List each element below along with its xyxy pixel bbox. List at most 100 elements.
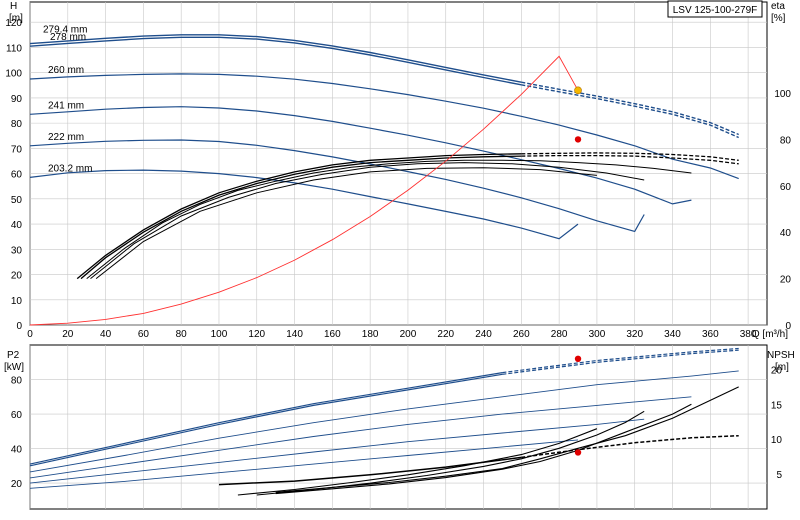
head-tick-label: 60: [11, 170, 23, 181]
eta-tick-label: 20: [780, 275, 792, 286]
efficiency-curve: [80, 155, 522, 280]
x-tick-label: 220: [437, 329, 454, 340]
head-curve-label: 278 mm: [50, 32, 86, 43]
system-curve: [29, 55, 579, 326]
x-tick-label: 140: [286, 329, 303, 340]
head-tick-label: 20: [11, 271, 23, 282]
power-npsh-panel: 20 40 60 80 5 10 15 20 P2[kW] NPSH[m]: [4, 344, 795, 510]
x-tick-label: 120: [248, 329, 265, 340]
model-label: LSV 125-100-279F: [673, 5, 758, 16]
x-tick-label: 40: [100, 329, 112, 340]
power-tick-label: 60: [11, 410, 23, 421]
power-curve: [29, 396, 692, 479]
eta-tick-label: 60: [780, 182, 792, 193]
pump-curve-panel: 0 20 40 60 80 100 120 140 160 180 200 220 240 260 280 3…: [5, 1, 791, 340]
model-label-box: LSV 125-100-279F: [667, 0, 763, 18]
power-curve: [29, 373, 503, 467]
npsh-axis-unit: [m]: [775, 362, 789, 373]
npsh-tick-label: 10: [771, 435, 783, 446]
power-curve-dashed: [502, 347, 739, 374]
power-tick-label: 80: [11, 376, 23, 387]
efficiency-curve-dashed: [521, 154, 739, 165]
efficiency-curve-dashed: [521, 152, 739, 161]
head-curve-label: 222 mm: [48, 132, 84, 143]
x-tick-label: 360: [702, 329, 719, 340]
power-axis-unit: [kW]: [4, 362, 24, 373]
x-tick-label: 80: [176, 329, 188, 340]
x-tick-label: 160: [324, 329, 341, 340]
bottom-plot-frame: [29, 344, 768, 510]
npsh-curve: [237, 428, 598, 496]
model-label-frame: [667, 0, 763, 18]
head-tick-label: 90: [11, 94, 23, 105]
head-curve-label: 260 mm: [48, 65, 84, 76]
x-tick-label: 300: [589, 329, 606, 340]
x-tick-label: 280: [551, 329, 568, 340]
x-tick-label: 0: [27, 329, 33, 340]
x-axis-title: Q [m³/h]: [752, 329, 788, 340]
head-tick-label: 80: [11, 119, 23, 130]
head-curve-label: 279.4 mm: [43, 25, 87, 36]
head-tick-label: 0: [16, 321, 22, 332]
x-tick-label: 380: [740, 329, 757, 340]
operating-point-efficiency: [574, 136, 582, 143]
x-tick-label: 180: [362, 329, 379, 340]
eta-axis-title: eta: [771, 1, 785, 12]
head-curve-278mm-dashed: [521, 84, 739, 139]
head-curve-241mm: [29, 106, 692, 205]
power-curve: [29, 418, 645, 484]
x-tick-label: 340: [664, 329, 681, 340]
operating-point-head: [574, 86, 582, 95]
operating-point-power: [574, 355, 582, 363]
operating-point-npsh: [574, 449, 582, 456]
eta-tick-label: 100: [774, 89, 791, 100]
efficiency-curve: [86, 159, 692, 279]
head-curve-label: 241 mm: [48, 100, 84, 111]
head-curve-222mm: [29, 139, 645, 233]
npsh-tick-label: 15: [771, 400, 783, 411]
head-curve-label: 203.2 mm: [48, 163, 92, 174]
x-tick-label: 100: [211, 329, 228, 340]
x-tick-label: 260: [513, 329, 530, 340]
head-tick-label: 70: [11, 144, 23, 155]
head-curve-203-2mm: [29, 169, 579, 240]
npsh-tick-label: 5: [776, 470, 782, 481]
power-curve: [29, 439, 579, 489]
eta-tick-label: 0: [785, 321, 791, 332]
eta-tick-label: 40: [780, 228, 792, 239]
x-tick-label: 60: [138, 329, 150, 340]
power-curve-dashed: [502, 349, 739, 375]
efficiency-curve: [95, 167, 597, 279]
head-tick-label: 10: [11, 296, 23, 307]
power-curve: [29, 372, 503, 465]
npsh-curve: [275, 403, 692, 495]
head-curve-279-4mm: [29, 34, 522, 83]
npsh-tick-label: 20: [771, 365, 783, 376]
head-tick-label: 110: [6, 43, 22, 54]
power-tick-label: 40: [11, 445, 23, 456]
eta-axis-unit: [%]: [771, 13, 786, 24]
npsh-curve: [218, 456, 522, 486]
head-tick-label: 30: [11, 245, 23, 256]
x-tick-label: 20: [62, 329, 74, 340]
npsh-curve: [275, 386, 739, 493]
efficiency-curve: [90, 162, 645, 279]
head-tick-label: 120: [5, 18, 22, 29]
power-curve: [29, 370, 739, 473]
head-curve-260mm: [29, 73, 739, 180]
head-curve-278mm: [29, 36, 522, 86]
head-axis-title: H: [10, 1, 17, 12]
power-tick-label: 20: [11, 479, 23, 490]
head-tick-label: 100: [5, 69, 22, 80]
npsh-curve-dashed: [521, 434, 739, 459]
x-tick-label: 200: [400, 329, 417, 340]
head-tick-label: 50: [11, 195, 23, 206]
x-tick-label: 320: [626, 329, 643, 340]
npsh-curve: [256, 410, 645, 496]
head-axis-unit: [m]: [9, 13, 23, 24]
eta-tick-label: 80: [780, 135, 792, 146]
efficiency-curve: [76, 153, 522, 280]
head-curve-279-4mm-dashed: [521, 81, 739, 136]
